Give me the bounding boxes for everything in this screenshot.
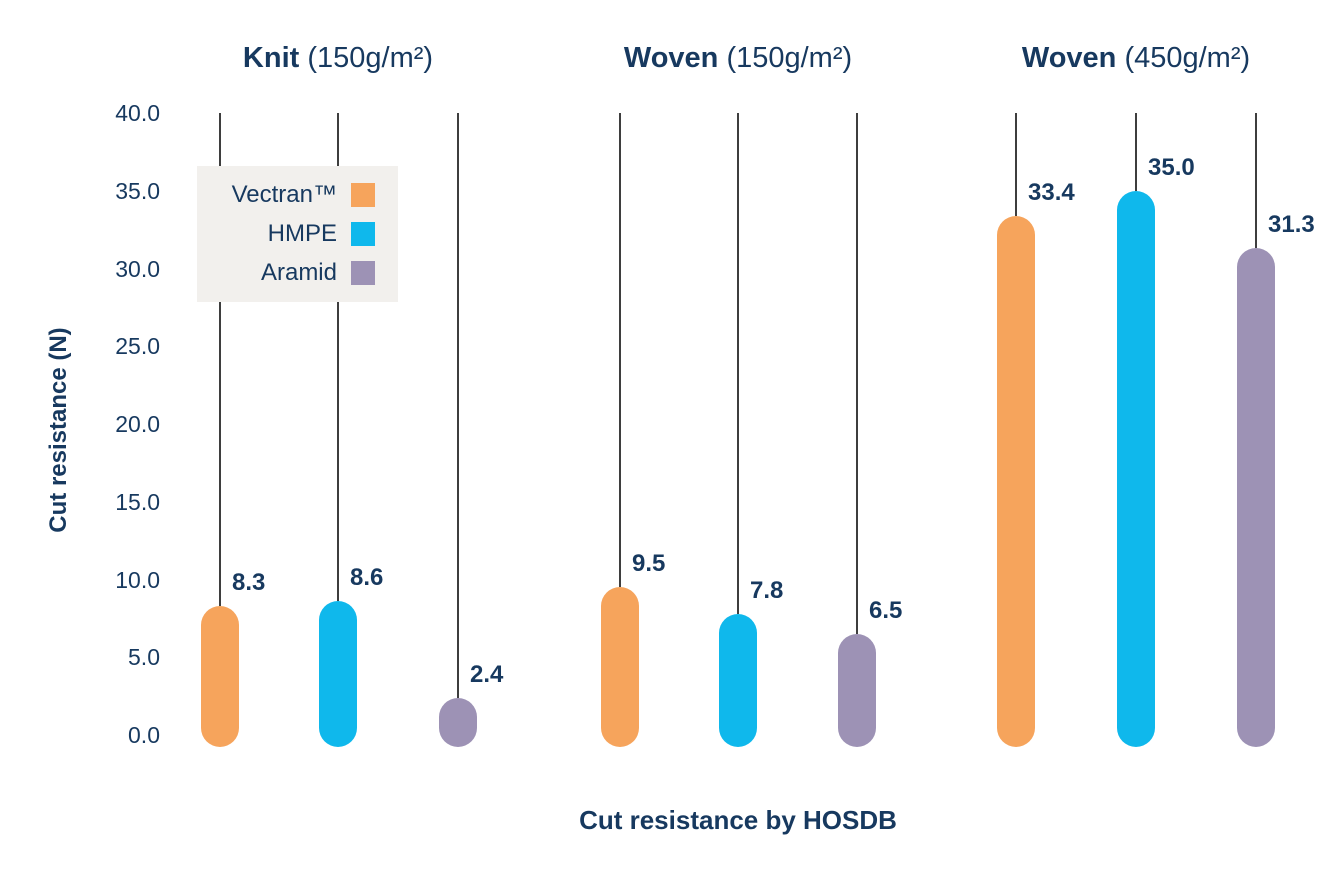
stem-line (219, 113, 221, 606)
bar-value-label: 9.5 (632, 550, 666, 578)
y-tick-label: 15.0 (115, 488, 160, 515)
bar-vectran-group3 (997, 215, 1035, 747)
bar-value-label: 8.3 (232, 568, 266, 596)
bar-vectran-group1 (201, 605, 239, 747)
legend-swatch-vectran (351, 183, 375, 208)
legend-item-hmpe: HMPE (197, 215, 375, 254)
bar-value-label: 7.8 (750, 576, 784, 604)
legend-swatch-aramid (351, 260, 375, 285)
group-title-bold: Woven (1021, 42, 1117, 74)
stem-line (1255, 113, 1257, 249)
legend-item-vectran: Vectran™ (197, 176, 375, 215)
bar-value-label: 35.0 (1148, 153, 1195, 181)
bar-hmpe-group2 (719, 613, 757, 747)
y-tick-label: 25.0 (115, 333, 160, 360)
stem-line (457, 113, 459, 698)
legend-swatch-hmpe (351, 222, 375, 246)
group-title-bold: Knit (242, 42, 300, 74)
group-title-rest: (150g/m²) (299, 42, 434, 74)
y-tick-label: 0.0 (128, 722, 160, 748)
chart-caption: Cut resistance by HOSDB (579, 805, 897, 835)
stem-line (737, 113, 739, 614)
bar-value-label: 8.6 (350, 564, 384, 592)
legend-item-aramid: Aramid (197, 253, 375, 292)
legend-box: Vectran™ HMPE Aramid (197, 166, 398, 302)
bar-hmpe-group1 (319, 601, 357, 747)
bar-value-label: 6.5 (869, 596, 903, 624)
bar-vectran-group2 (601, 587, 639, 747)
legend-label: Aramid (260, 258, 337, 286)
bar-aramid-group1 (439, 697, 477, 747)
y-tick-label: 35.0 (115, 177, 160, 204)
group-title-rest: (150g/m²) (718, 42, 853, 74)
legend-label: HMPE (267, 220, 337, 247)
y-tick-label: 30.0 (115, 255, 160, 282)
bar-aramid-group3 (1237, 248, 1275, 747)
stem-line (856, 113, 858, 634)
group-title-bold: Woven (623, 42, 719, 74)
group-title-woven-150: Woven (150g/m²) (528, 42, 948, 75)
bar-aramid-group2 (838, 633, 876, 747)
group-title-knit-150: Knit (150g/m²) (128, 42, 548, 75)
bar-hmpe-group3 (1117, 190, 1155, 747)
y-tick-label: 5.0 (128, 644, 160, 671)
y-tick-label: 40.0 (115, 100, 160, 126)
stem-line (1135, 113, 1137, 191)
group-title-rest: (450g/m²) (1116, 42, 1251, 74)
y-tick-label: 20.0 (115, 411, 160, 437)
stem-line (337, 113, 339, 602)
stem-line (619, 113, 621, 588)
bar-value-label: 31.3 (1268, 211, 1315, 239)
bar-value-label: 2.4 (470, 660, 504, 688)
y-tick-label: 10.0 (115, 566, 160, 593)
group-title-woven-450: Woven (450g/m²) (926, 42, 1343, 75)
bar-value-label: 33.4 (1028, 178, 1075, 206)
legend-label: Vectran™ (231, 181, 337, 209)
stem-line (1015, 113, 1017, 216)
